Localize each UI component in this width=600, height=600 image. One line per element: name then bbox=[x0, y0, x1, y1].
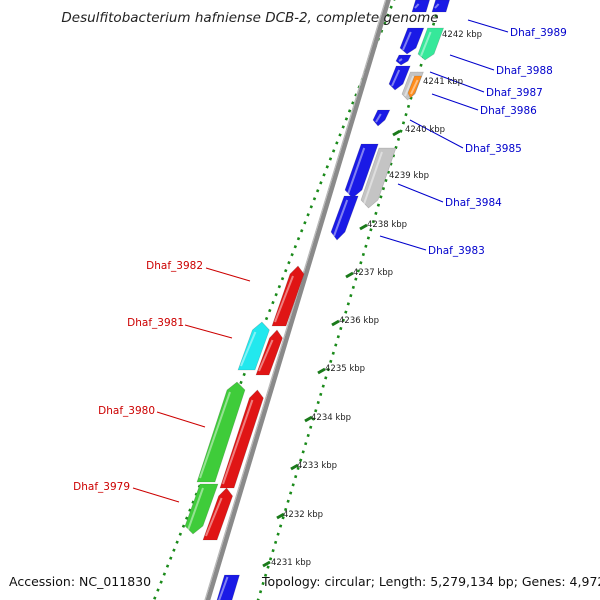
kbp-label: 4241 kbp bbox=[423, 77, 463, 87]
connector-dhaf_3980 bbox=[156, 411, 206, 428]
connector-dhaf_3984 bbox=[397, 183, 444, 203]
connector-dhaf_3983 bbox=[379, 235, 427, 251]
label-dhaf_3980: Dhaf_3980 bbox=[98, 405, 155, 417]
gene-arrow-top1-shine bbox=[414, 3, 420, 9]
gene-arrow-dhaf3983-shine bbox=[333, 199, 349, 237]
gene-arrow-dhaf3988b bbox=[417, 27, 445, 61]
gene-arrow-dhaf3979 bbox=[184, 483, 219, 535]
gene-arrow-dhaf3983 bbox=[330, 195, 359, 241]
kbp-tick bbox=[392, 129, 401, 137]
gene-arrow-dhaf3988-shine bbox=[402, 31, 412, 51]
label-dhaf_3981: Dhaf_3981 bbox=[127, 317, 184, 329]
gene-arrow-dhaf3988c-shine bbox=[398, 58, 403, 62]
gene-labels: Dhaf_3989 Dhaf_3988 Dhaf_3987 Dhaf_3986 Dhaf… bbox=[73, 27, 567, 493]
kbp-tick bbox=[262, 560, 271, 568]
gene-arrow-dhaf3980 bbox=[196, 381, 246, 483]
gene-arrow-dhaf3988b-shine bbox=[420, 31, 432, 57]
gene-arrow-bottom-shine bbox=[218, 576, 229, 600]
connector-dhaf_3982 bbox=[205, 267, 251, 282]
gene-arrow-bottom bbox=[216, 574, 240, 600]
gene-arrow-dhaf3980-shine bbox=[199, 391, 231, 479]
label-dhaf_3984: Dhaf_3984 bbox=[445, 197, 502, 209]
connector-dhaf_3988 bbox=[449, 54, 495, 71]
gene-arrow-dhaf3979-shine bbox=[187, 487, 204, 531]
label-dhaf_3988: Dhaf_3988 bbox=[496, 65, 553, 77]
kbp-label: 4234 kbp bbox=[311, 413, 351, 423]
kbp-tick bbox=[304, 415, 313, 423]
kbp-label: 4237 kbp bbox=[353, 268, 393, 278]
map-title: Desulfitobacterium hafniense DCB-2, comp… bbox=[61, 10, 438, 26]
gene-arrow-dhaf3981b bbox=[255, 329, 283, 376]
label-dhaf_3985: Dhaf_3985 bbox=[465, 143, 522, 155]
label-dhaf_3989: Dhaf_3989 bbox=[510, 27, 567, 39]
gene-arrow-dhaf3984 bbox=[360, 147, 397, 209]
gene-arrow-dhaf3981 bbox=[237, 321, 270, 371]
kbp-label: 4233 kbp bbox=[297, 461, 337, 471]
connector-dhaf_3985 bbox=[409, 119, 464, 149]
gene-arrow-dhaf3981-shine bbox=[240, 331, 257, 367]
kbp-tick bbox=[359, 223, 368, 231]
connector-dhaf_3981 bbox=[184, 324, 233, 339]
connector-dhaf_3989 bbox=[467, 19, 509, 33]
kbp-tick bbox=[345, 271, 354, 279]
kbp-tick bbox=[290, 463, 299, 471]
kbp-label: 4242 kbp bbox=[442, 30, 482, 40]
kbp-tick bbox=[276, 512, 285, 520]
gene-arrow-dhaf3985 bbox=[344, 143, 379, 199]
kbp-label: 4236 kbp bbox=[339, 316, 379, 326]
backbone-highlight bbox=[204, 0, 387, 600]
connector-lines bbox=[132, 19, 509, 503]
gene-arrow-dhaf3988c bbox=[395, 54, 412, 66]
label-dhaf_3983: Dhaf_3983 bbox=[428, 245, 485, 257]
kbp-label: 4239 kbp bbox=[389, 171, 429, 181]
gene-arrow-dhaf3981b-shine bbox=[258, 339, 274, 372]
gene-features bbox=[184, 0, 450, 600]
gene-arrow-top2 bbox=[431, 0, 450, 13]
gene-arrow-dhaf3979b bbox=[202, 487, 233, 541]
gene-arrow-dhaf3987c-shine bbox=[410, 79, 419, 95]
kbp-tick bbox=[317, 367, 326, 375]
connector-dhaf_3987 bbox=[429, 71, 485, 93]
gene-arrow-dhaf3985-shine bbox=[347, 147, 366, 195]
gene-arrow-dhaf3984-shine bbox=[363, 151, 383, 205]
kbp-tick bbox=[331, 319, 340, 327]
gene-arrow-dhaf3980b bbox=[219, 389, 264, 489]
kbp-label: 4238 kbp bbox=[367, 220, 407, 230]
gene-arrow-dhaf3987b-shine bbox=[391, 69, 401, 87]
gene-arrow-dhaf3986 bbox=[372, 109, 391, 127]
gene-arrow-dhaf3987b bbox=[388, 65, 411, 91]
label-dhaf_3979: Dhaf_3979 bbox=[73, 481, 130, 493]
genome-backbone bbox=[204, 0, 391, 600]
gene-arrow-top1 bbox=[411, 0, 430, 13]
kbp-label: 4231 kbp bbox=[271, 558, 311, 568]
label-dhaf_3982: Dhaf_3982 bbox=[146, 260, 203, 272]
kbp-label: 4232 kbp bbox=[283, 510, 323, 520]
connector-dhaf_3979 bbox=[132, 487, 180, 503]
accession-text: Accession: NC_011830 bbox=[9, 574, 151, 589]
backbone-line bbox=[205, 0, 391, 600]
connector-dhaf_3986 bbox=[431, 93, 479, 111]
topology-text: Topology: circular; Length: 5,279,134 bp… bbox=[261, 574, 600, 589]
label-dhaf_3987: Dhaf_3987 bbox=[486, 87, 543, 99]
gene-arrow-dhaf3986-shine bbox=[375, 113, 382, 123]
gene-arrow-dhaf3982 bbox=[271, 265, 305, 327]
label-dhaf_3986: Dhaf_3986 bbox=[480, 105, 537, 117]
gene-arrow-dhaf3988 bbox=[399, 27, 425, 55]
gene-arrow-dhaf3980b-shine bbox=[222, 399, 254, 485]
gene-arrow-top2-shine bbox=[434, 3, 440, 9]
kbp-label: 4235 kbp bbox=[325, 364, 365, 374]
gene-arrow-dhaf3987c bbox=[407, 75, 423, 99]
gene-arrow-dhaf3987-shine bbox=[404, 75, 415, 97]
gene-arrow-dhaf3982-shine bbox=[274, 275, 294, 323]
gene-arrow-dhaf3979b-shine bbox=[205, 497, 223, 537]
kbp-label: 4240 kbp bbox=[405, 125, 445, 135]
